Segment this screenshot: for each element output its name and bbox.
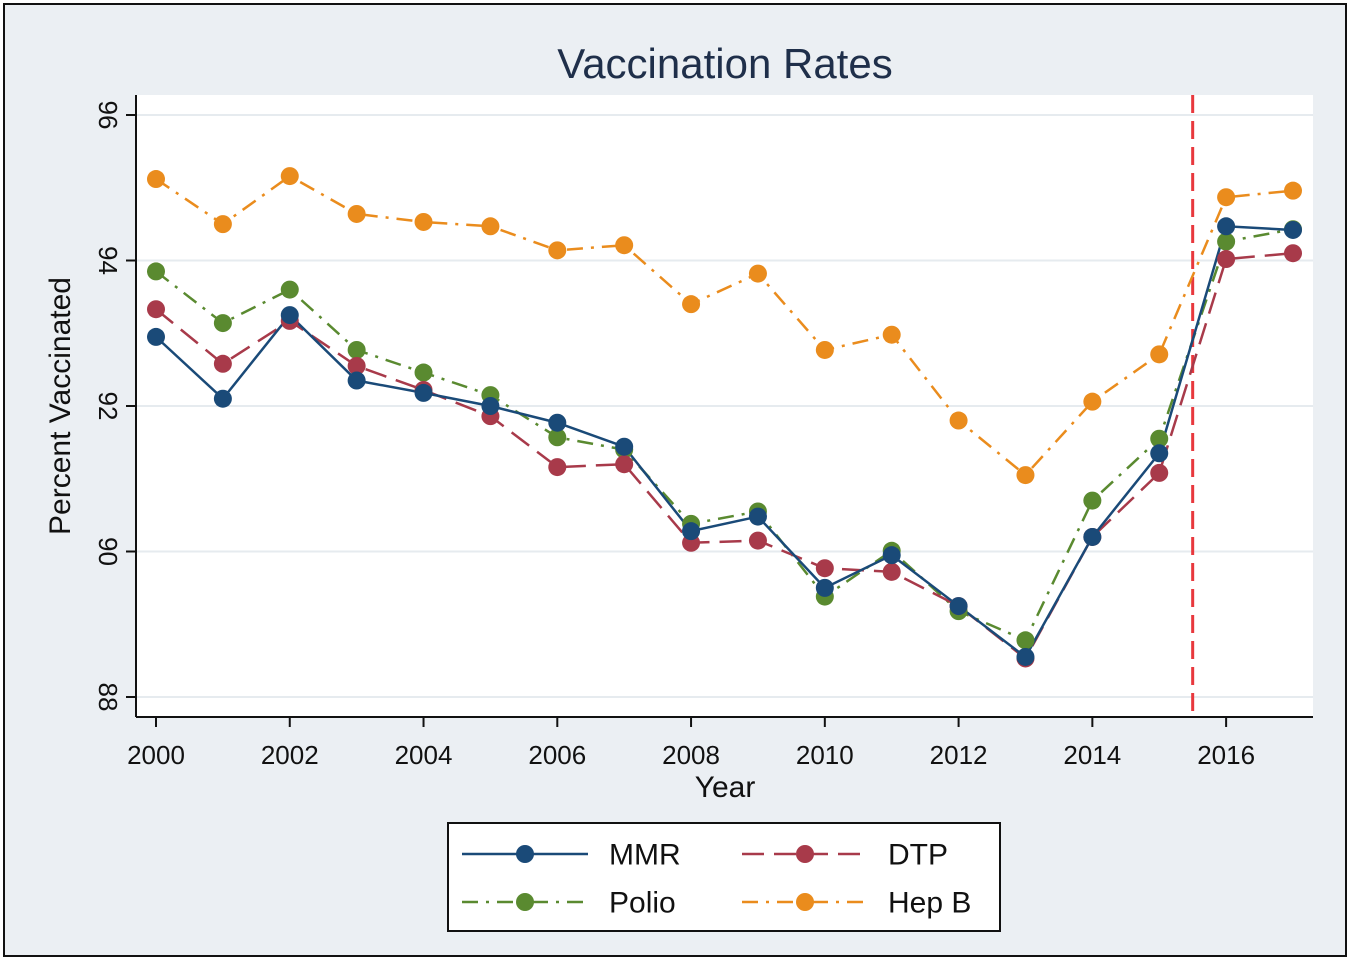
x-tick-label: 2010 [796,740,854,770]
data-point-mmr [347,371,366,390]
legend-marker-dtp [796,845,814,863]
data-point-mmr [147,327,165,346]
y-axis-label: Percent Vaccinated [44,277,77,535]
data-point-hep-b [615,236,634,255]
data-point-hep-b [815,340,834,359]
data-point-dtp [548,458,567,477]
data-point-mmr [1016,647,1035,666]
data-point-hep-b [481,217,500,236]
data-point-polio [1016,631,1035,650]
data-point-hep-b [213,215,232,234]
data-point-mmr [748,507,767,526]
legend-label-dtp: DTP [888,839,948,872]
data-point-mmr [1150,444,1169,463]
data-point-mmr [548,413,567,432]
data-point-polio [347,340,366,359]
data-point-mmr [1217,217,1236,236]
data-point-dtp [748,531,767,550]
data-point-polio [280,280,299,299]
data-point-mmr [815,578,834,597]
x-tick-label: 2000 [127,740,185,770]
data-point-hep-b [1217,188,1236,207]
x-tick-label: 2002 [261,740,319,770]
data-point-polio [213,314,232,333]
data-point-mmr [213,389,232,408]
legend-marker-polio [516,893,534,911]
data-point-polio [1150,429,1169,448]
data-point-hep-b [949,411,968,430]
data-point-polio [548,428,567,447]
data-point-mmr [882,546,901,565]
x-tick-label: 2004 [395,740,453,770]
y-tick-label: 94 [93,246,123,275]
data-point-dtp [1284,244,1302,263]
series-line-mmr [155,225,1294,659]
data-point-hep-b [548,241,567,260]
series-line-dtp [155,251,1294,661]
data-point-dtp [815,559,834,578]
x-tick-label: 2008 [662,740,720,770]
legend-box [447,822,1001,932]
data-point-dtp [213,354,232,373]
data-point-mmr [414,383,433,402]
y-tick-label: 92 [93,392,123,421]
data-point-hep-b [280,167,299,186]
data-point-mmr [481,397,500,415]
legend-label-hep-b: Hep B [888,887,971,920]
data-point-mmr [615,437,634,456]
data-point-polio [414,363,433,382]
legend-marker-mmr [516,845,534,863]
data-point-hep-b [414,212,433,231]
data-point-dtp [1217,250,1236,269]
data-point-dtp [882,562,901,581]
legend-label-polio: Polio [609,887,676,920]
x-tick-label: 2016 [1197,740,1255,770]
x-tick-label: 2014 [1063,740,1121,770]
data-point-mmr [949,597,968,616]
data-point-mmr [1284,220,1302,239]
data-point-hep-b [748,264,767,283]
data-point-hep-b [1150,345,1169,364]
axes: 88 90 92 94 96 2000 2002 2004 2006 2008 2010 2012 20… [93,95,1313,770]
y-tick-label: 88 [93,683,123,712]
y-tick-label: 90 [93,537,123,566]
series-lines [155,174,1294,661]
data-point-polio [1083,491,1102,510]
legend-label-mmr: MMR [609,839,681,872]
data-point-polio [147,262,165,281]
x-tick-label: 2012 [930,740,988,770]
data-point-dtp [1150,463,1169,482]
legend-marker-hep-b [796,893,814,911]
legend: MMR DTP Polio Hep B [447,822,1001,932]
series-line-polio [155,227,1294,642]
data-point-hep-b [1016,466,1035,485]
data-point-polio [1217,232,1236,251]
data-point-dtp [347,356,366,375]
series-line-hep-b [155,174,1294,477]
y-tick-label: 96 [93,101,123,130]
data-point-hep-b [1284,181,1302,200]
data-point-hep-b [347,204,366,223]
data-point-hep-b [682,295,701,314]
data-point-dtp [147,300,165,319]
data-point-mmr [682,522,701,541]
data-point-hep-b [147,170,165,189]
data-point-mmr [1083,527,1102,546]
data-point-dtp [615,455,634,474]
x-tick-label: 2006 [528,740,586,770]
series-points [147,167,1302,668]
data-point-hep-b [882,325,901,344]
grid-lines [136,114,1313,698]
data-point-mmr [280,306,299,325]
x-axis-label: Year [695,771,756,804]
data-point-hep-b [1083,392,1102,411]
chart-title: Vaccination Rates [557,40,892,87]
